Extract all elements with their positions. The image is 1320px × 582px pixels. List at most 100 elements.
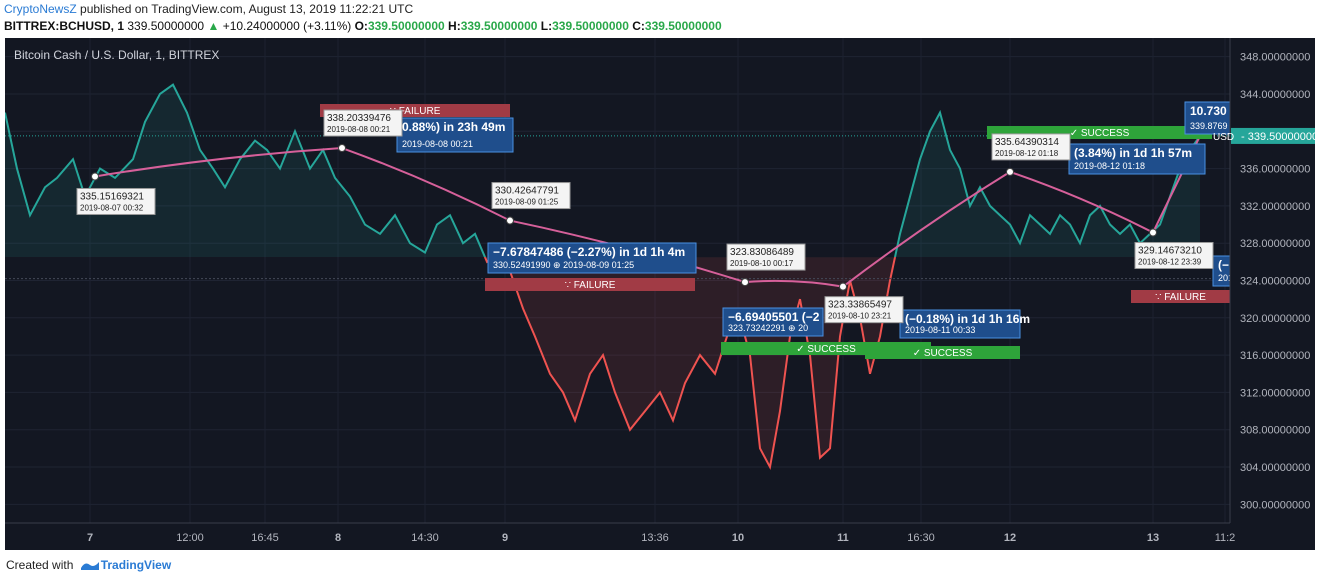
result-subtext: 339.8769 xyxy=(1190,121,1228,131)
point-label-price: 323.33865497 xyxy=(828,300,892,311)
result-subtext: 330.52491990 ⊕ 2019-08-09 01:25 xyxy=(493,260,634,270)
ticker-price: 339.50000000 xyxy=(127,19,205,33)
price-chart[interactable]: ∵ FAILURE ∵ FAILURE ✓ SUCCESS ✓ SUCCESS ✓ SU… xyxy=(5,38,1318,550)
x-tick-label: 13:36 xyxy=(641,532,669,544)
y-tick-label: 344.00000000 xyxy=(1240,89,1310,101)
x-tick-label: 16:45 xyxy=(251,532,279,544)
x-tick-label: 10 xyxy=(732,532,744,544)
result-subtext: 2019-08-08 00:21 xyxy=(402,139,473,149)
y-tick-label: 308.00000000 xyxy=(1240,425,1310,437)
point-label-box xyxy=(726,243,806,271)
high-label: H: xyxy=(448,19,461,33)
point-label-price: 329.14673210 xyxy=(1138,245,1202,256)
x-tick-label: 13 xyxy=(1147,532,1159,544)
y-tick-label: 300.00000000 xyxy=(1240,499,1310,511)
result-subtext: 201 xyxy=(1218,273,1233,283)
point-label-box xyxy=(76,187,156,215)
tradingview-link[interactable]: TradingView xyxy=(100,558,172,572)
y-tick-label: 332.00000000 xyxy=(1240,201,1310,213)
annotation-point xyxy=(1149,228,1157,237)
x-tick-label: 11:2 xyxy=(1215,532,1236,544)
y-tick-label: 328.00000000 xyxy=(1240,238,1310,250)
chart-area[interactable]: ∵ FAILURE ∵ FAILURE ✓ SUCCESS ✓ SUCCESS ✓ SU… xyxy=(5,38,1318,550)
result-text: (−0.18%) in 1d 1h 16m xyxy=(905,312,1030,326)
x-tick-label: 9 xyxy=(502,532,508,544)
result-text: −6.69405501 (−2 xyxy=(728,310,820,324)
point-label-price: 330.42647791 xyxy=(495,186,559,197)
y-tick-label: 324.00000000 xyxy=(1240,276,1310,288)
result-box xyxy=(1068,143,1206,175)
annotation-point xyxy=(1006,167,1014,176)
annotation-point xyxy=(839,282,847,291)
last-price-text: - 339.50000000 xyxy=(1241,131,1315,143)
usd-label: USD xyxy=(1213,132,1234,143)
success-badge-text: ✓ SUCCESS xyxy=(913,348,973,359)
result-box xyxy=(487,242,697,274)
failure-badge-text: ∵ FAILURE xyxy=(390,106,441,117)
footer: Created with TradingView xyxy=(6,558,171,572)
point-label-price: 323.83086489 xyxy=(730,247,794,258)
y-tick-label: 348.00000000 xyxy=(1240,52,1310,64)
result-subtext: 323.73242291 ⊕ 20 xyxy=(728,323,808,333)
point-label-date: 2019-08-10 23:21 xyxy=(828,312,892,321)
result-box xyxy=(1184,101,1231,135)
point-label-date: 2019-08-08 00:21 xyxy=(327,125,391,134)
result-box xyxy=(899,309,1021,339)
x-tick-label: 12:00 xyxy=(176,532,204,544)
result-text: 10.730 xyxy=(1190,104,1227,118)
x-tick-label: 8 xyxy=(335,532,341,544)
ticker-change: +10.24000000 (+3.11%) xyxy=(222,19,352,33)
result-subtext: 2019-08-11 00:33 xyxy=(905,325,975,335)
price-line-down xyxy=(483,257,897,471)
open-value: 339.50000000 xyxy=(367,19,445,33)
point-label-date: 2019-08-10 00:17 xyxy=(730,259,794,268)
down-area-fill xyxy=(5,257,1200,468)
point-label-date: 2019-08-09 01:25 xyxy=(495,198,559,207)
publish-text: published on TradingView.com, August 13,… xyxy=(80,2,414,16)
point-label-date: 2019-08-12 23:39 xyxy=(1138,257,1202,266)
point-label-box xyxy=(991,133,1071,161)
point-label-price: 335.64390314 xyxy=(995,137,1059,148)
failure-badge-text: ∵ FAILURE xyxy=(1155,292,1206,303)
failure-badge xyxy=(1131,290,1230,303)
result-subtext: 2019-08-12 01:18 xyxy=(1074,161,1145,171)
failure-badge-text: ∵ FAILURE xyxy=(565,280,616,291)
result-text: 0.88%) in 23h 49m xyxy=(402,120,505,134)
open-label: O: xyxy=(354,19,368,33)
close-label: C: xyxy=(632,19,645,33)
point-label-date: 2019-08-12 01:18 xyxy=(995,149,1059,158)
point-label-date: 2019-08-07 00:32 xyxy=(80,203,144,212)
result-box xyxy=(396,117,514,153)
chart-title: Bitcoin Cash / U.S. Dollar, 1, BITTREX xyxy=(14,48,219,62)
x-tick-label: 12 xyxy=(1004,532,1016,544)
publish-line: CryptoNewsZ published on TradingView.com… xyxy=(4,2,413,16)
up-arrow-icon: ▲ xyxy=(207,19,220,33)
success-badge xyxy=(865,346,1020,359)
x-tick-label: 7 xyxy=(87,532,93,544)
last-price-badge xyxy=(1231,127,1315,144)
point-label-box xyxy=(1134,241,1214,269)
price-axis xyxy=(1230,38,1315,550)
annotation-point xyxy=(338,144,346,153)
low-label: L: xyxy=(540,19,553,33)
point-label-box xyxy=(323,109,403,137)
point-label-price: 338.20339476 xyxy=(327,113,391,124)
annotation-point xyxy=(91,172,99,181)
x-tick-label: 16:30 xyxy=(907,532,935,544)
point-label-price: 335.15169321 xyxy=(80,191,144,202)
point-label-box xyxy=(824,296,904,324)
annotation-point xyxy=(506,216,514,225)
x-tick-label: 14:30 xyxy=(411,532,439,544)
brand-link[interactable]: CryptoNewsZ xyxy=(4,2,77,16)
tradingview-logo-icon xyxy=(80,562,99,570)
y-tick-label: 304.00000000 xyxy=(1240,462,1310,474)
close-value: 339.50000000 xyxy=(644,19,722,33)
up-area-fill xyxy=(5,84,1200,258)
annotation-point xyxy=(741,278,749,287)
result-box xyxy=(722,307,824,337)
success-badge-text: ✓ SUCCESS xyxy=(1070,128,1130,139)
price-line-up xyxy=(5,83,1201,258)
y-tick-label: 336.00000000 xyxy=(1240,164,1310,176)
failure-badge xyxy=(485,278,695,291)
ticker-line: BITTREX:BCHUSD, 1 339.50000000 ▲ +10.240… xyxy=(4,19,722,33)
